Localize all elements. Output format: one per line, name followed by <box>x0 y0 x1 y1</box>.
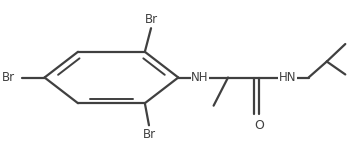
Text: HN: HN <box>279 71 296 84</box>
Text: Br: Br <box>145 13 158 26</box>
Text: NH: NH <box>191 71 209 84</box>
Text: Br: Br <box>142 128 155 141</box>
Text: Br: Br <box>1 71 15 84</box>
Text: O: O <box>254 119 264 132</box>
